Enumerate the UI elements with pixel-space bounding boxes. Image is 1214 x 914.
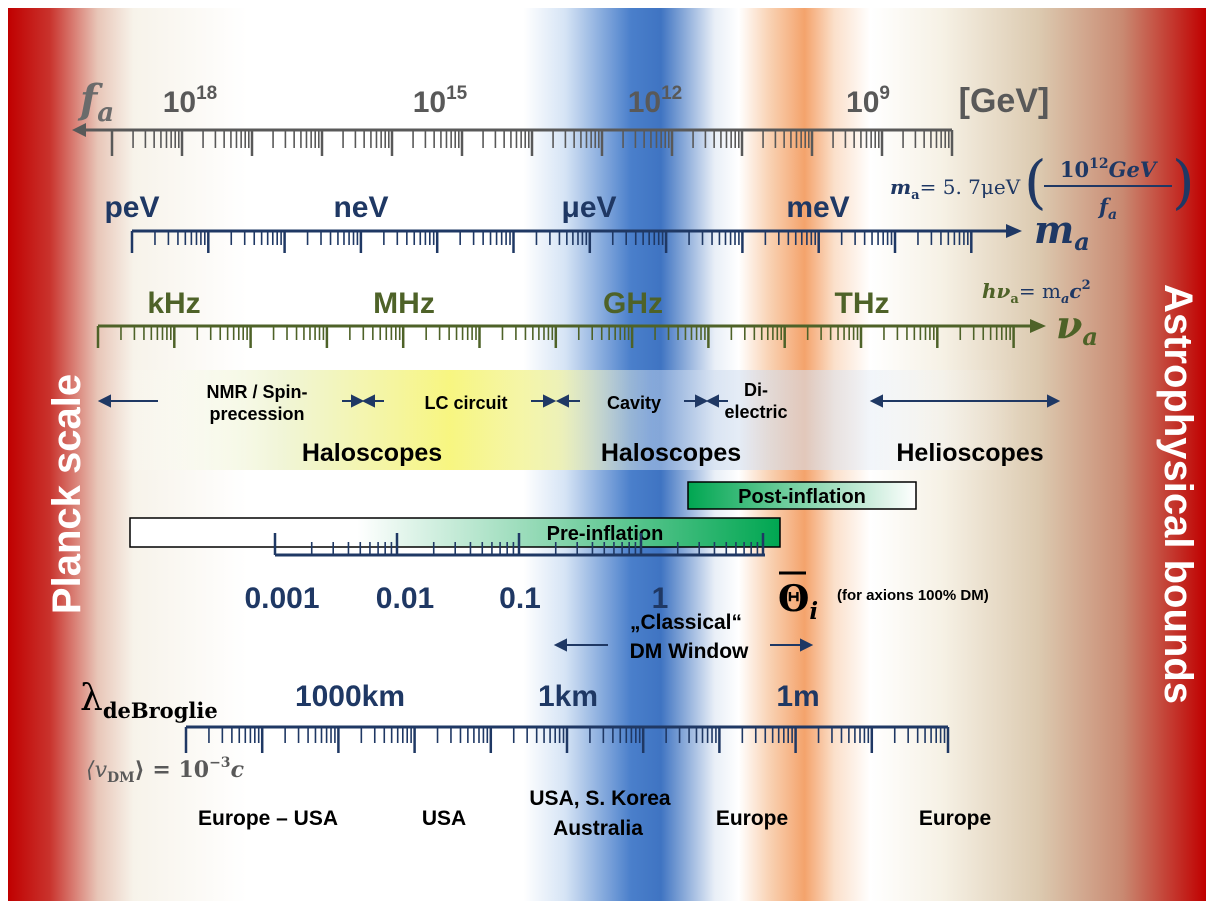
tech-arrow-lc-start-head [361, 394, 375, 408]
theta-axis: 0.001 0.01 0.1 1 Θi (for axions 100% DM) [244, 533, 989, 625]
ma-label-uev: μeV [561, 191, 616, 224]
ma-label-nev: neV [333, 191, 388, 224]
tech-arrow-lc-end-head [543, 394, 557, 408]
lambda-label-1km: 1km [538, 680, 598, 713]
technique-band-background [100, 370, 1020, 470]
lambda-label-1000km: 1000km [295, 680, 405, 713]
region-usa-korea-australia: USA, S. Korea Australia [529, 787, 671, 840]
ma-axis-arrowhead [1006, 224, 1022, 238]
ma-formula-close-paren: ) [1172, 148, 1195, 216]
theta-label-0.1: 0.1 [499, 582, 541, 615]
tech-arrow-nmr-end-head [351, 394, 365, 408]
theta-label-1: 1 [652, 582, 669, 615]
planck-scale-label: Planck scale [45, 374, 89, 614]
nu-axis: νa kHz MHz GHz THz hνa= mac2 [96, 278, 1098, 351]
nu-symbol: νa [1056, 302, 1098, 351]
ma-axis: ma peV neV μeV meV ma= 5. 7μeV ( 1012GeV… [104, 148, 1194, 256]
fa-label-1e12: 1012 [628, 83, 683, 119]
ma-symbol: ma [1034, 207, 1090, 256]
post-inflation-rect [687, 481, 917, 510]
experiment-regions: Europe – USA USA USA, S. Korea Australia … [198, 787, 991, 840]
pre-inflation-label: Pre-inflation [547, 523, 664, 545]
lambda-axis-ticks [184, 727, 950, 753]
theta-label-0.01: 0.01 [376, 582, 434, 615]
tech-arrow-helio-end-head [1047, 394, 1061, 408]
post-inflation-label: Post-inflation [738, 486, 866, 508]
lambda-label-1m: 1m [776, 680, 819, 713]
fa-label-1e15: 1015 [413, 83, 468, 119]
ma-formula: ma= 5. 7μeV ( 1012GeV fa ) [890, 148, 1195, 223]
group-haloscopes-1: Haloscopes [302, 439, 442, 467]
region-usa: USA [422, 807, 466, 830]
group-helioscopes: Helioscopes [896, 439, 1043, 467]
fa-label-1e9: 109 [846, 83, 890, 119]
astrophysical-bounds-label: Astrophysical bounds [1156, 284, 1200, 704]
dm-window-line1: „Classical“ [630, 611, 742, 634]
group-haloscopes-2: Haloscopes [601, 439, 741, 467]
lambda-axis: λdeBroglie 1000km 1km 1m ⟨vDM⟩ = 10−3c [80, 678, 950, 786]
technique-nmr: NMR / Spin-precession [207, 382, 308, 424]
theta-symbol: Θi [778, 578, 818, 625]
dm-window-arrowhead-left [553, 638, 567, 652]
dm-window-line2: DM Window [630, 640, 749, 663]
region-europe-1: Europe [716, 807, 788, 830]
dm-window-arrowhead-right [800, 638, 814, 652]
dm-window: „Classical“ DM Window [553, 611, 814, 663]
post-inflation-bar: Post-inflation [687, 481, 917, 510]
technique-band: NMR / Spin-precession LC circuit Cavity … [97, 370, 1061, 470]
lambda-symbol: λdeBroglie [80, 678, 218, 723]
nu-formula: hνa= mac2 [982, 278, 1091, 307]
tech-arrow-cavity-end-head [695, 394, 709, 408]
tech-arrow-helio-start-head [869, 394, 883, 408]
theta-axis-ticks [273, 533, 765, 555]
technique-arrows [97, 394, 1061, 408]
tech-arrow-cavity-start-head [555, 394, 569, 408]
ma-formula-lhs: ma= 5. 7μeV [890, 175, 1021, 203]
theta-label-0.001: 0.001 [244, 582, 319, 615]
nu-axis-ticks [96, 326, 1015, 348]
fa-axis-arrowhead [72, 123, 86, 137]
nu-label-ghz: GHz [603, 287, 663, 320]
fa-unit: [GeV] [959, 82, 1050, 120]
ma-label-pev: peV [104, 191, 159, 224]
region-europe-usa: Europe – USA [198, 807, 338, 830]
nu-label-khz: kHz [147, 287, 200, 320]
fa-axis-ticks [110, 130, 954, 156]
tech-arrow-left-edge-head [97, 394, 111, 408]
technique-lc-circuit: LC circuit [424, 393, 507, 413]
nu-label-mhz: MHz [373, 287, 435, 320]
nu-axis-arrowhead [1030, 319, 1046, 333]
technique-dielectric: Di-electric [724, 380, 787, 422]
ma-formula-open-paren: ( [1024, 148, 1047, 216]
tech-arrow-dielectric-start-head [705, 394, 719, 408]
ma-formula-numerator: 1012GeV [1060, 156, 1159, 182]
region-europe-2: Europe [919, 807, 991, 830]
ma-label-mev: meV [786, 191, 849, 224]
velocity-formula: ⟨vDM⟩ = 10−3c [86, 755, 245, 786]
nu-label-thz: THz [835, 287, 890, 320]
theta-note: (for axions 100% DM) [837, 587, 989, 604]
ma-axis-ticks [130, 231, 973, 253]
technique-cavity: Cavity [607, 393, 661, 413]
fa-label-1e18: 1018 [163, 83, 218, 119]
